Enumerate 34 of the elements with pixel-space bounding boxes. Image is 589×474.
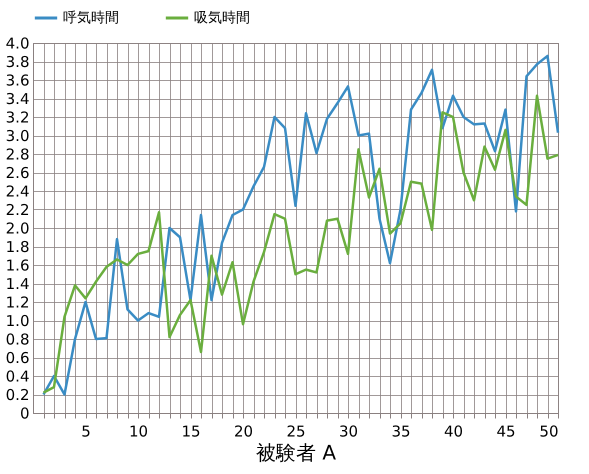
y-tick-label: 1.8 [6, 238, 30, 256]
legend-label: 吸気時間 [194, 10, 250, 26]
y-tick-label: 0.4 [6, 368, 30, 386]
y-tick-label: 3.6 [6, 72, 30, 90]
y-tick-label: 2.2 [6, 201, 30, 219]
y-tick-label: 3.2 [6, 108, 30, 126]
x-tick-label: 20 [234, 422, 254, 440]
y-tick-label: 1.0 [6, 312, 30, 330]
x-tick-label: 25 [286, 422, 306, 440]
x-tick-label: 10 [128, 422, 148, 440]
x-tick-label: 35 [391, 422, 411, 440]
y-tick-label: 2.0 [6, 220, 30, 238]
y-tick-label: 2.4 [6, 182, 30, 200]
y-tick-label: 3.0 [6, 127, 30, 145]
x-tick-label: 30 [338, 422, 358, 440]
y-tick-label: 2.8 [6, 146, 30, 164]
x-axis-title: 被験者 A [256, 440, 336, 464]
y-tick-label: 4.0 [6, 34, 30, 52]
x-tick-label: 45 [496, 422, 516, 440]
y-tick-label: 3.8 [6, 53, 30, 71]
y-tick-label: 1.4 [6, 275, 30, 293]
x-tick-label: 15 [181, 422, 201, 440]
y-tick-label: 0.8 [6, 330, 30, 348]
legend-label: 呼気時間 [63, 10, 119, 26]
y-tick-label: 0 [20, 404, 30, 422]
y-tick-label: 1.6 [6, 256, 30, 274]
y-tick-label: 2.6 [6, 164, 30, 182]
y-tick-label: 0.2 [6, 386, 30, 404]
x-tick-label: 50 [539, 422, 558, 440]
y-tick-label: 0.6 [6, 349, 30, 367]
x-tick-label: 5 [81, 422, 91, 440]
y-tick-label: 3.4 [6, 90, 30, 108]
y-tick-label: 1.2 [6, 294, 30, 312]
x-tick-label: 40 [444, 422, 464, 440]
